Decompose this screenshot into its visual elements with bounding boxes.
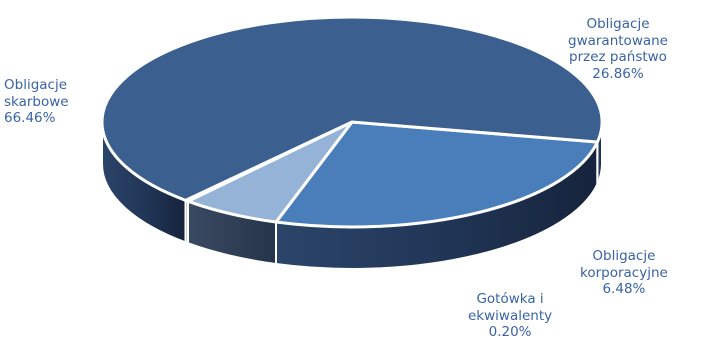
pie-slice-1 <box>274 120 599 229</box>
pie-sides <box>101 121 603 271</box>
slice-label-3: Gotówka i ekwiwalenty 0.20% <box>468 291 553 340</box>
slice-label-1: Obligacje gwarantowane przez państwo 26.… <box>568 16 668 82</box>
pie-slice-0 <box>100 15 604 202</box>
slice-label-0: Obligacje skarbowe 66.46% <box>4 77 69 126</box>
slice-label-2: Obligacje korporacyjne 6.48% <box>580 248 668 297</box>
pie-top <box>100 15 604 229</box>
